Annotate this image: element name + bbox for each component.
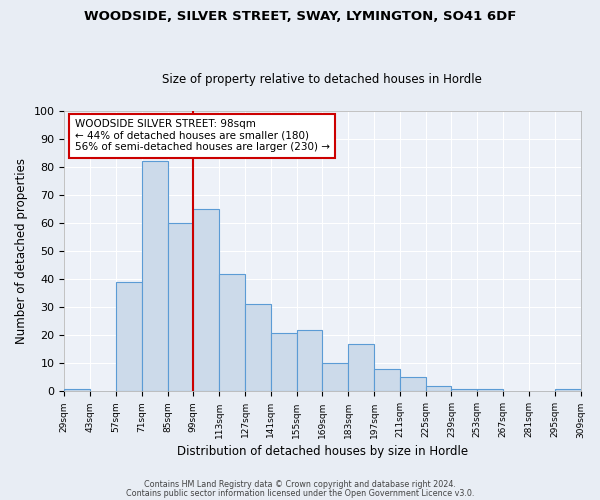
Text: Contains public sector information licensed under the Open Government Licence v3: Contains public sector information licen…: [126, 488, 474, 498]
Bar: [167, 223, 193, 392]
Bar: [477, 388, 503, 392]
Bar: [219, 274, 245, 392]
Bar: [425, 386, 451, 392]
Bar: [348, 344, 374, 392]
Bar: [322, 364, 348, 392]
Bar: [296, 330, 322, 392]
Bar: [271, 332, 296, 392]
Bar: [451, 388, 477, 392]
Bar: [142, 162, 167, 392]
Bar: [400, 378, 425, 392]
X-axis label: Distribution of detached houses by size in Hordle: Distribution of detached houses by size …: [177, 444, 468, 458]
Y-axis label: Number of detached properties: Number of detached properties: [15, 158, 28, 344]
Bar: [116, 282, 142, 392]
Bar: [374, 369, 400, 392]
Bar: [245, 304, 271, 392]
Title: Size of property relative to detached houses in Hordle: Size of property relative to detached ho…: [163, 73, 482, 86]
Text: WOODSIDE, SILVER STREET, SWAY, LYMINGTON, SO41 6DF: WOODSIDE, SILVER STREET, SWAY, LYMINGTON…: [84, 10, 516, 23]
Bar: [193, 209, 219, 392]
Bar: [554, 388, 581, 392]
Text: WOODSIDE SILVER STREET: 98sqm
← 44% of detached houses are smaller (180)
56% of : WOODSIDE SILVER STREET: 98sqm ← 44% of d…: [74, 119, 329, 152]
Text: Contains HM Land Registry data © Crown copyright and database right 2024.: Contains HM Land Registry data © Crown c…: [144, 480, 456, 489]
Bar: [64, 388, 90, 392]
